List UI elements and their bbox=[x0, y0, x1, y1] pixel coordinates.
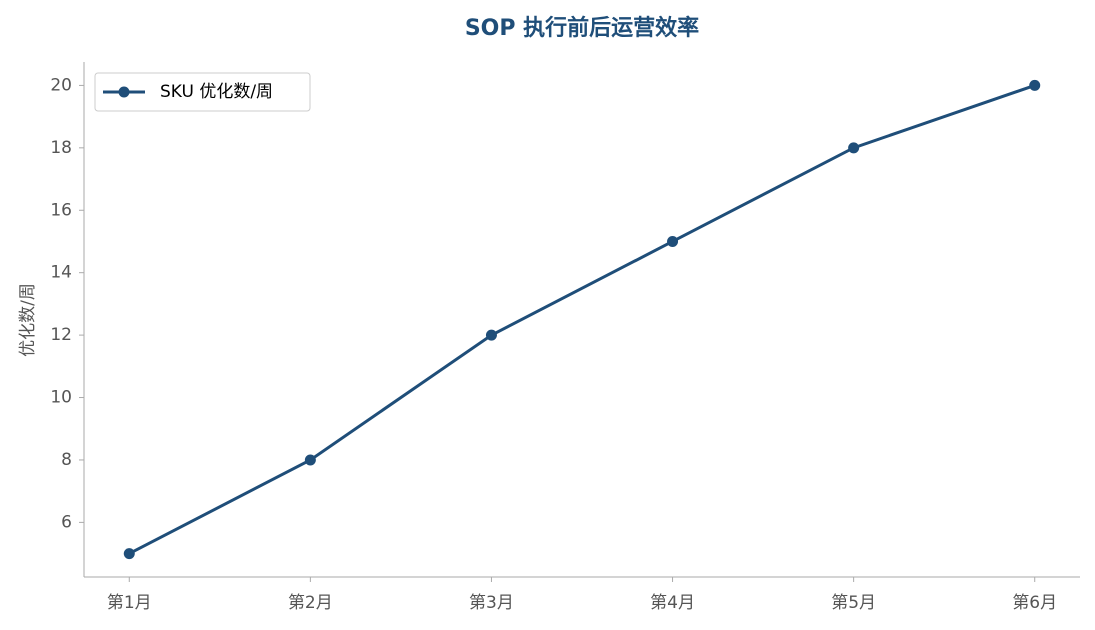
x-tick-label: 第6月 bbox=[1012, 593, 1057, 613]
x-tick-label: 第3月 bbox=[469, 593, 514, 613]
point bbox=[304, 454, 316, 466]
x-tick-label: 第1月 bbox=[107, 593, 152, 613]
chart-title: SOP 执行前后运营效率 bbox=[465, 15, 699, 41]
legend: SKU 优化数/周 bbox=[94, 72, 311, 112]
y-tick-label: 12 bbox=[50, 325, 72, 345]
point bbox=[1029, 79, 1041, 91]
y-tick-label: 18 bbox=[50, 138, 72, 158]
y-tick-label: 6 bbox=[61, 512, 72, 532]
x-tick-label: 第4月 bbox=[650, 593, 695, 613]
x-tick-label: 第2月 bbox=[288, 593, 333, 613]
x-tick-label: 第5月 bbox=[831, 593, 876, 613]
y-tick-label: 10 bbox=[50, 388, 72, 408]
y-tick-label: 16 bbox=[50, 200, 72, 220]
legend-marker bbox=[118, 86, 130, 98]
y-tick-label: 8 bbox=[61, 450, 72, 470]
y-tick-label: 14 bbox=[50, 263, 72, 283]
legend-label: SKU 优化数/周 bbox=[160, 82, 273, 102]
y-tick-label: 20 bbox=[50, 75, 72, 95]
point bbox=[123, 548, 135, 560]
y-axis-label: 优化数/周 bbox=[18, 283, 38, 357]
point bbox=[667, 235, 679, 247]
line bbox=[128, 83, 1036, 555]
legend-box bbox=[94, 72, 311, 112]
point bbox=[485, 329, 497, 341]
point bbox=[848, 142, 860, 154]
